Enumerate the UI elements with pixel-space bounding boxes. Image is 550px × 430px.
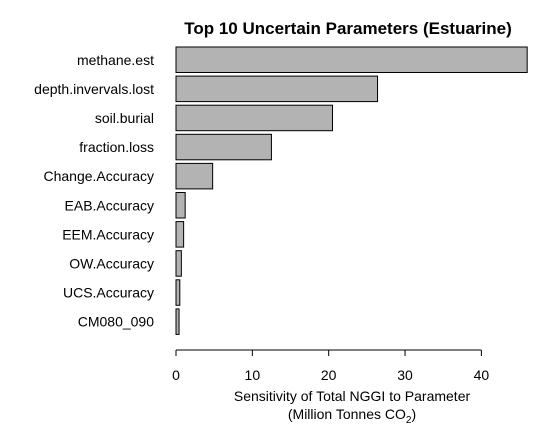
- x-axis-label-line2-prefix: (Million Tonnes CO: [288, 406, 406, 422]
- bar-6: [175, 221, 185, 248]
- bar-2: [175, 104, 334, 132]
- bar-0: [175, 46, 528, 73]
- x-tick-label-0: 0: [172, 367, 180, 383]
- bar-1: [175, 75, 379, 103]
- bar-5: [175, 192, 186, 219]
- bar-9: [175, 308, 180, 335]
- category-label-9: CM080_090: [78, 314, 154, 330]
- bar-4: [175, 162, 214, 190]
- x-axis-label-line2: (Million Tonnes CO2): [288, 406, 416, 425]
- x-axis-label-line2-suffix: ): [411, 406, 416, 422]
- x-axis-label-line1: Sensitivity of Total NGGI to Parameter: [234, 388, 471, 404]
- category-label-4: Change.Accuracy: [43, 168, 154, 184]
- bars-group: [175, 46, 528, 335]
- chart-title: Top 10 Uncertain Parameters (Estuarine): [184, 19, 512, 38]
- category-label-6: EEM.Accuracy: [62, 226, 154, 242]
- x-tick-label-4: 40: [474, 367, 490, 383]
- category-label-0: methane.est: [77, 52, 154, 68]
- bar-7: [175, 250, 182, 277]
- x-tick-label-3: 30: [397, 367, 413, 383]
- x-tick-label-2: 20: [321, 367, 337, 383]
- category-label-7: OW.Accuracy: [69, 255, 154, 271]
- bar-8: [175, 279, 181, 306]
- bar-3: [175, 133, 272, 161]
- x-tick-label-1: 10: [245, 367, 261, 383]
- x-axis: 0 10 20 30 40: [172, 349, 490, 383]
- category-label-8: UCS.Accuracy: [63, 285, 154, 301]
- x-axis-label-line2-sub: 2: [406, 415, 412, 425]
- category-label-1: depth.invervals.lost: [34, 81, 154, 97]
- category-label-2: soil.burial: [95, 110, 154, 126]
- category-label-5: EAB.Accuracy: [65, 197, 154, 213]
- category-labels: methane.est depth.invervals.lost soil.buri…: [34, 52, 154, 330]
- category-label-3: fraction.loss: [79, 139, 154, 155]
